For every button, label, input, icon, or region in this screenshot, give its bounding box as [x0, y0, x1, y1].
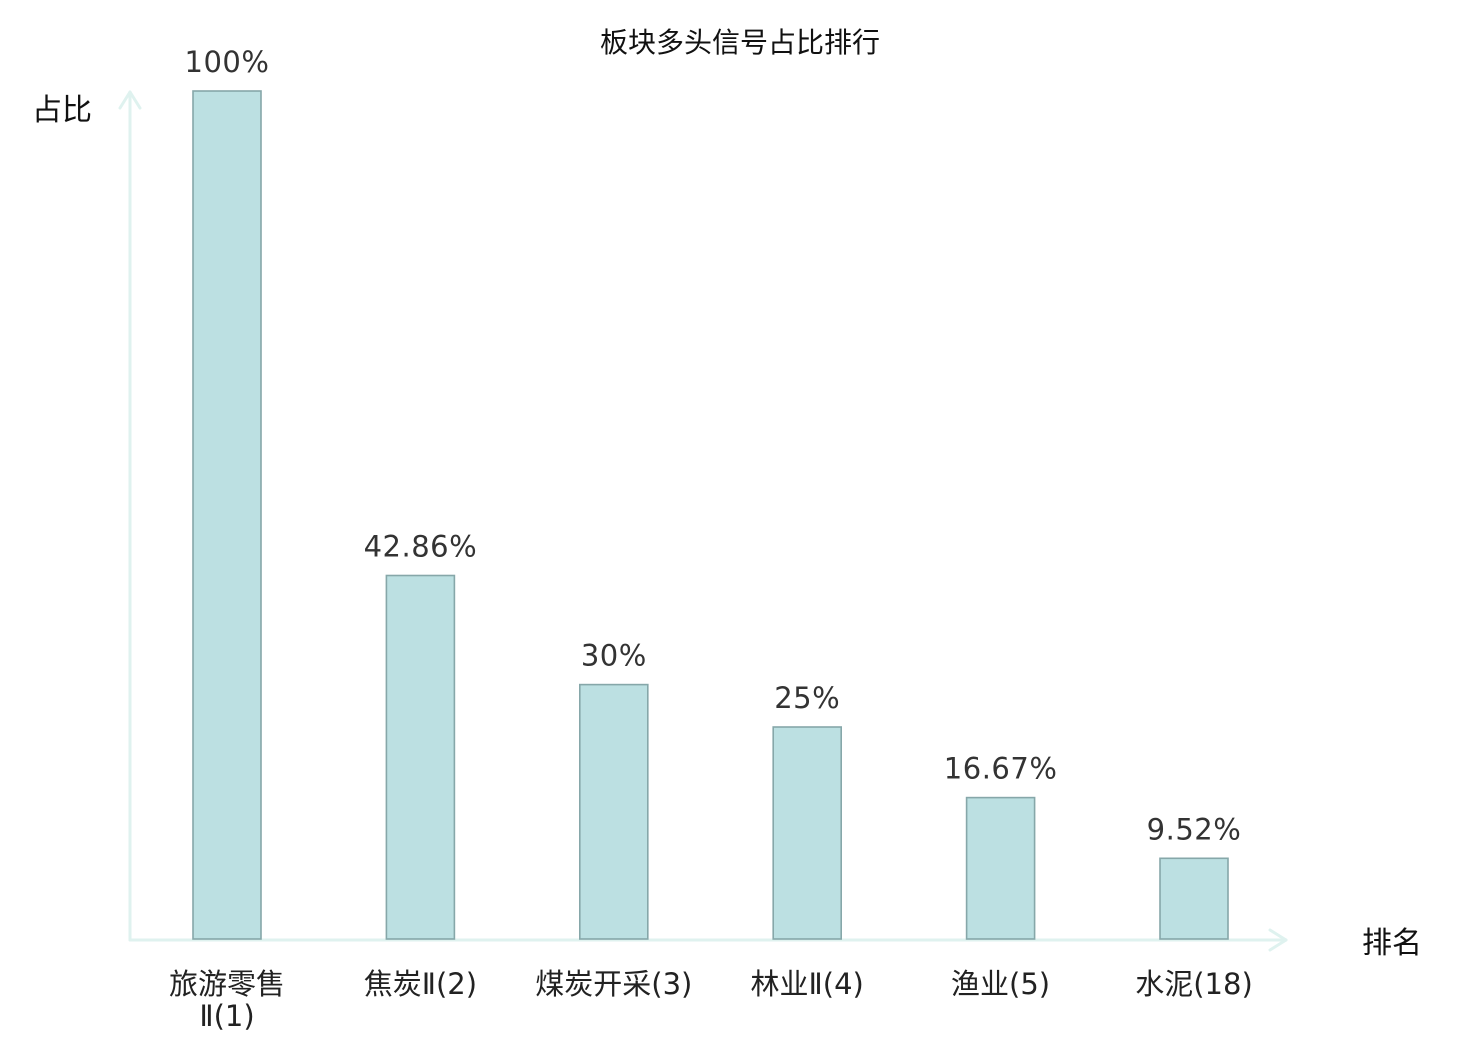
- bar: [772, 726, 843, 940]
- bar: [1159, 857, 1229, 940]
- bar-value-label: 42.86%: [364, 530, 478, 564]
- y-axis-label: 占比: [32, 93, 92, 128]
- bar: [578, 683, 649, 940]
- bar-value-label: 100%: [185, 45, 270, 79]
- bars-group: [192, 90, 1229, 940]
- chart-title: 板块多头信号占比排行: [600, 26, 880, 59]
- category-labels-group: 旅游零售 Ⅱ(1) 焦炭Ⅱ(2) 煤炭开采(3) 林业Ⅱ(4) 渔业(5) 水泥(18): [169, 967, 1253, 1033]
- category-label: 旅游零售 Ⅱ(1): [169, 967, 285, 1033]
- bar: [965, 796, 1036, 940]
- bar: [192, 90, 262, 940]
- bar-value-label: 25%: [774, 681, 840, 715]
- value-labels-group: 100% 42.86% 30% 25% 16.67% 9.52%: [185, 45, 1242, 846]
- category-label: 焦炭Ⅱ(2): [364, 967, 477, 1001]
- x-axis-arrow: [1268, 928, 1288, 952]
- category-label: 水泥(18): [1135, 967, 1253, 1001]
- bar-value-label: 30%: [581, 639, 647, 673]
- axes: [118, 90, 1288, 952]
- x-axis-label: 排名: [1362, 926, 1422, 961]
- category-label: 煤炭开采(3): [535, 967, 692, 1001]
- category-label: 渔业(5): [951, 967, 1050, 1001]
- bar: [385, 574, 456, 940]
- y-axis-arrow: [118, 90, 142, 110]
- bar-value-label: 16.67%: [944, 752, 1058, 786]
- bar-value-label: 9.52%: [1147, 812, 1242, 846]
- category-label: 林业Ⅱ(4): [751, 967, 864, 1001]
